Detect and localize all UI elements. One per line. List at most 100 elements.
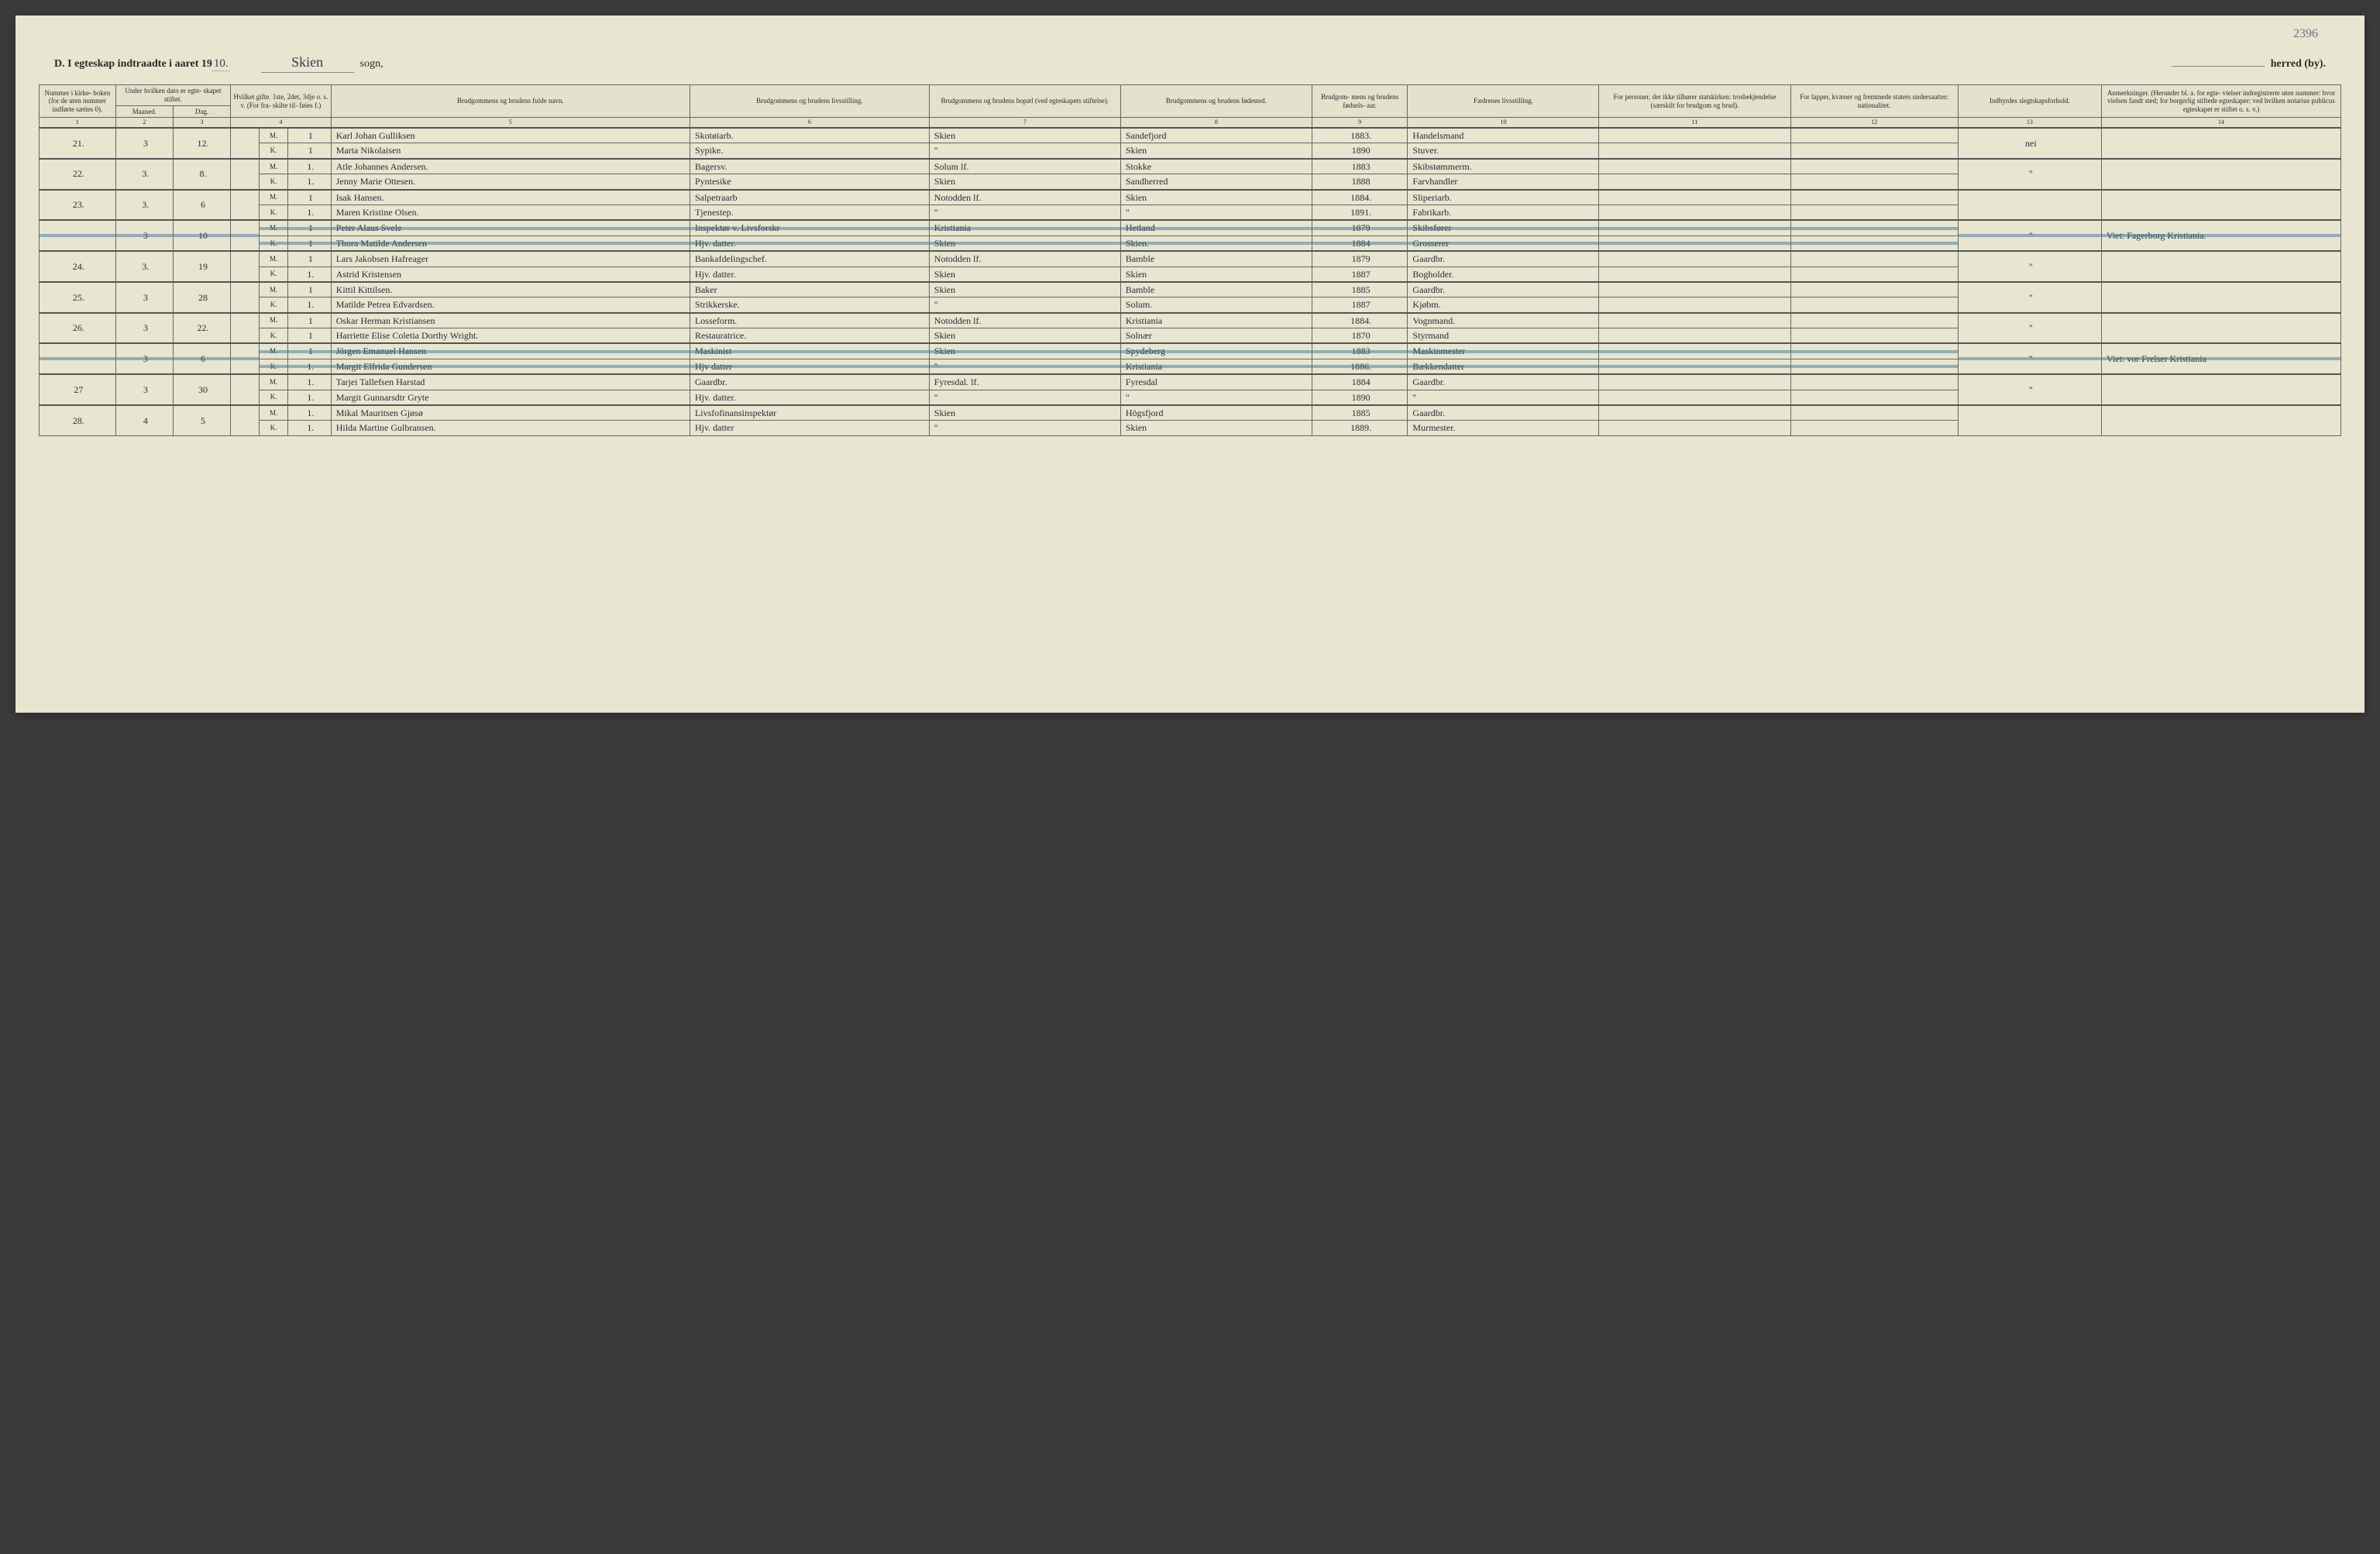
tros — [1599, 374, 1790, 390]
aar: 1885 — [1312, 405, 1408, 421]
colnum: 12 — [1790, 118, 1958, 128]
fodested: Högsfjord — [1120, 405, 1312, 421]
faedre: Fabrikarb. — [1408, 205, 1599, 220]
tros — [1599, 328, 1790, 344]
sogn-value: Skien — [261, 54, 354, 73]
entry-day: 12. — [173, 128, 230, 159]
heading-text: I egteskap indtraadte i aaret 19 — [67, 58, 212, 70]
name: Maren Kristine Olsen. — [331, 205, 690, 220]
stilling: Hjv. datter — [690, 421, 929, 435]
name: Mikal Mauritsen Gjøsø — [331, 405, 690, 421]
bopael: " — [929, 359, 1120, 374]
entry-number: 27 — [40, 374, 116, 405]
aar: 1885 — [1312, 282, 1408, 297]
aar: 1887 — [1312, 266, 1408, 282]
gifte: 1 — [288, 236, 332, 251]
tros — [1599, 282, 1790, 297]
anmerkning — [2102, 251, 2341, 282]
bopael: Notodden lf. — [929, 190, 1120, 205]
nat — [1790, 143, 1958, 159]
entry-month: 3 — [115, 128, 173, 159]
bopael: Notodden lf. — [929, 313, 1120, 328]
tros — [1599, 190, 1790, 205]
name: Marta Nikolaisen — [331, 143, 690, 159]
stilling: Livsfofinansinspektør — [690, 405, 929, 421]
bracket — [231, 251, 260, 282]
slegt: " — [1958, 343, 2101, 374]
entry-row-groom: 22.3.8.M.1.Atle Johannes Andersen.Bagers… — [40, 159, 2341, 174]
entry-day: 8. — [173, 159, 230, 190]
tros — [1599, 343, 1790, 359]
anmerkning — [2102, 159, 2341, 190]
name: Oskar Herman Kristiansen — [331, 313, 690, 328]
name: Isak Hansen. — [331, 190, 690, 205]
stilling: Hjv. datter. — [690, 236, 929, 251]
tros — [1599, 405, 1790, 421]
entry-month: 3. — [115, 190, 173, 221]
heading-prefix: D. — [54, 58, 65, 70]
stilling: Losseform. — [690, 313, 929, 328]
faedre: Bækkendatter — [1408, 359, 1599, 374]
column-number-row: 1 2 3 4 5 6 7 8 9 10 11 12 13 14 — [40, 118, 2341, 128]
col-sub-maaned: Maaned. — [115, 105, 173, 118]
entry-row-groom: 23.3.6M.1Isak Hansen.SalpetraarbNotodden… — [40, 190, 2341, 205]
faedre: Maskinmester — [1408, 343, 1599, 359]
sogn-label: sogn, — [360, 58, 383, 70]
tros — [1599, 421, 1790, 435]
entry-number — [40, 220, 116, 251]
faedre: Vognmand. — [1408, 313, 1599, 328]
entry-day: 6 — [173, 190, 230, 221]
entry-day: 6 — [173, 343, 230, 374]
fodested: Sandherred — [1120, 174, 1312, 190]
tros — [1599, 174, 1790, 190]
mk-label: K. — [260, 297, 288, 313]
gifte: 1 — [288, 328, 332, 344]
aar: 1884. — [1312, 313, 1408, 328]
aar: 1883 — [1312, 159, 1408, 174]
col-header-8: Brudgommens og brudens fødested. — [1120, 85, 1312, 118]
gifte: 1. — [288, 405, 332, 421]
entry-day: 19 — [173, 251, 230, 282]
tros — [1599, 313, 1790, 328]
entry-number: 25. — [40, 282, 116, 313]
mk-label: K. — [260, 174, 288, 190]
slegt: " — [1958, 251, 2101, 282]
name: Harriette Elise Coletia Dorthy Wright. — [331, 328, 690, 344]
colnum: 14 — [2102, 118, 2341, 128]
entry-month: 3 — [115, 313, 173, 344]
tros — [1599, 297, 1790, 313]
colnum: 1 — [40, 118, 116, 128]
aar: 1883. — [1312, 128, 1408, 143]
faedre: Bogholder. — [1408, 266, 1599, 282]
entry-row-groom: 26.322.M.1Oskar Herman KristiansenLossef… — [40, 313, 2341, 328]
nat — [1790, 205, 1958, 220]
col-header-9: Brudgom- mens og brudens fødsels- aar. — [1312, 85, 1408, 118]
gifte: 1. — [288, 359, 332, 374]
aar: 1879 — [1312, 251, 1408, 266]
stilling: Restauratrice. — [690, 328, 929, 344]
entry-number: 24. — [40, 251, 116, 282]
gifte: 1. — [288, 374, 332, 390]
bopael: " — [929, 421, 1120, 435]
herred-label: herred (by). — [2271, 58, 2326, 70]
bopael: Skien — [929, 328, 1120, 344]
fodested: Hetland — [1120, 220, 1312, 236]
bracket — [231, 343, 260, 374]
header-row: Nummer i kirke- boken (for de uten numme… — [40, 85, 2341, 106]
entry-row-groom: 36M.1Jörgen Emanuel HansenMaskinistSkien… — [40, 343, 2341, 359]
aar: 1886. — [1312, 359, 1408, 374]
bopael: Skien — [929, 343, 1120, 359]
mk-label: K. — [260, 205, 288, 220]
nat — [1790, 220, 1958, 236]
entry-row-groom: 310M.1Peter Alaus SveleInspektør v. Livs… — [40, 220, 2341, 236]
nat — [1790, 374, 1958, 390]
bopael: Skien — [929, 174, 1120, 190]
tros — [1599, 266, 1790, 282]
bracket — [231, 313, 260, 344]
bracket — [231, 128, 260, 159]
bracket — [231, 220, 260, 251]
mk-label: M. — [260, 313, 288, 328]
mk-label: K. — [260, 421, 288, 435]
faedre: Gaardbr. — [1408, 405, 1599, 421]
nat — [1790, 236, 1958, 251]
